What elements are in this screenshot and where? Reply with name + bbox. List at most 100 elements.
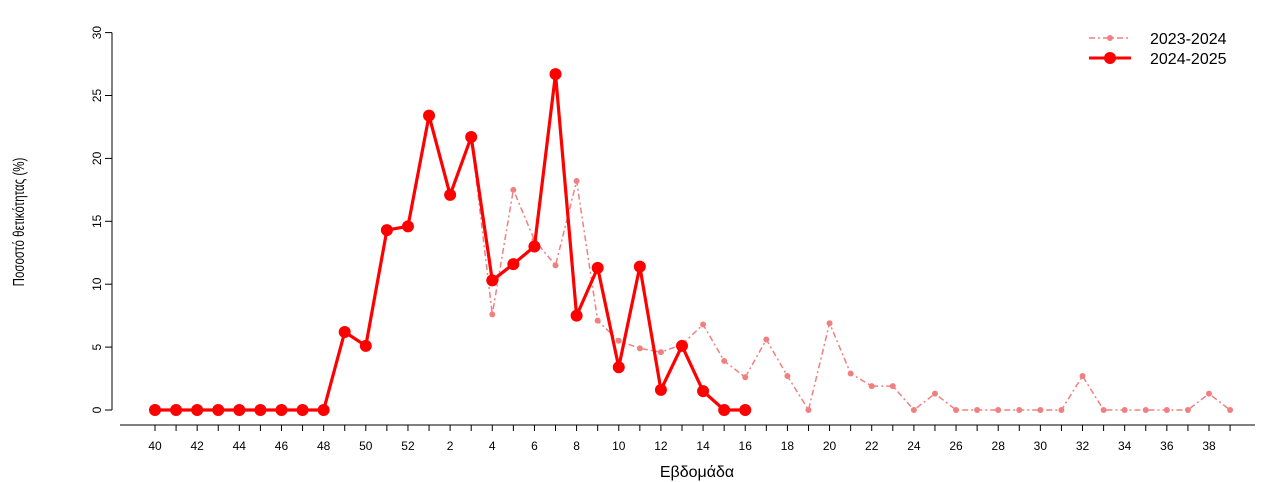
data-point (1079, 373, 1086, 380)
x-tick-label: 20 (823, 439, 837, 453)
series-2024-2025 (149, 68, 752, 416)
data-point (633, 260, 646, 273)
x-tick-label: 18 (781, 439, 795, 453)
series-layer (149, 68, 1234, 416)
data-point (654, 383, 667, 396)
x-tick-label: 42 (190, 439, 204, 453)
data-point (1227, 407, 1234, 413)
legend-marker (1107, 35, 1113, 41)
data-point (1121, 407, 1128, 413)
data-point (552, 262, 559, 269)
y-tick-label: 30 (90, 26, 104, 40)
data-point (995, 407, 1002, 413)
x-tick-label: 6 (531, 439, 538, 453)
x-tick-label: 10 (612, 439, 626, 453)
data-point (528, 240, 541, 253)
data-point (570, 309, 583, 322)
x-tick-label: 44 (233, 439, 247, 453)
x-tick-label: 48 (317, 439, 331, 453)
data-point (826, 320, 833, 327)
data-point (805, 407, 812, 413)
x-tick-label: 28 (992, 439, 1006, 453)
series-line (155, 114, 1231, 411)
data-point (594, 317, 601, 324)
x-tick-label: 14 (696, 439, 710, 453)
data-point (1100, 407, 1107, 413)
x-tick-label: 52 (401, 439, 415, 453)
data-point (847, 370, 854, 377)
data-point (317, 404, 330, 416)
data-point (573, 178, 580, 185)
data-point (676, 339, 688, 352)
data-point (700, 321, 707, 328)
data-point (170, 404, 183, 416)
data-point (615, 337, 622, 344)
data-point (486, 274, 499, 287)
data-point (1163, 407, 1170, 413)
x-tick-label: 12 (654, 439, 668, 453)
data-point (465, 131, 478, 144)
x-tick-label: 4 (489, 439, 496, 453)
x-axis-title: Εβδομάδα (660, 464, 734, 481)
data-point (212, 404, 225, 416)
y-tick-label: 15 (90, 214, 104, 228)
y-axis-title: Ποσοστό θετικότητας (%) (9, 158, 27, 287)
data-point (380, 224, 393, 237)
series-line (155, 72, 746, 412)
legend-marker (1104, 52, 1116, 64)
data-point (1037, 407, 1044, 413)
data-point (742, 374, 749, 381)
data-point (510, 186, 517, 193)
data-point (444, 188, 457, 201)
data-point (359, 339, 372, 352)
y-tick-label: 0 (90, 406, 104, 413)
data-point (591, 261, 604, 274)
data-point (612, 361, 625, 374)
data-point (549, 68, 562, 81)
x-tick-label: 46 (275, 439, 289, 453)
y-tick-label: 25 (90, 89, 104, 103)
data-point (763, 336, 770, 343)
data-point (718, 404, 731, 416)
x-tick-label: 24 (907, 439, 921, 453)
data-point (889, 383, 896, 390)
data-point (697, 385, 710, 398)
data-point (721, 357, 728, 364)
x-tick-label: 32 (1076, 439, 1090, 453)
data-point (784, 373, 791, 380)
data-point (974, 407, 981, 413)
data-point (275, 404, 288, 416)
data-point (1058, 407, 1065, 413)
data-point (953, 407, 960, 413)
x-tick-label: 30 (1034, 439, 1048, 453)
data-point (401, 220, 414, 233)
y-tick-label: 10 (90, 277, 104, 291)
y-tick-label: 5 (90, 343, 104, 350)
legend-label: 2023-2024 (1150, 31, 1227, 48)
data-point (910, 407, 917, 413)
data-point (489, 311, 496, 318)
data-point (868, 383, 875, 390)
data-point (636, 345, 643, 352)
data-point (1206, 390, 1212, 397)
data-point (296, 404, 309, 416)
data-point (739, 404, 752, 416)
x-tick-label: 22 (865, 439, 879, 453)
x-tick-label: 34 (1118, 439, 1132, 453)
data-point (149, 404, 161, 416)
data-point (233, 404, 246, 416)
x-tick-label: 2 (447, 439, 454, 453)
data-point (191, 404, 204, 416)
data-point (1016, 407, 1023, 413)
data-point (1142, 407, 1149, 413)
legend: 2023-2024 2024-2025 (1089, 31, 1227, 68)
x-tick-label: 8 (573, 439, 580, 453)
data-point (338, 326, 351, 339)
x-tick-label: 26 (949, 439, 963, 453)
x-tick-label: 16 (739, 439, 753, 453)
data-point (1184, 407, 1191, 413)
x-tick-label: 50 (359, 439, 373, 453)
data-point (254, 404, 267, 416)
